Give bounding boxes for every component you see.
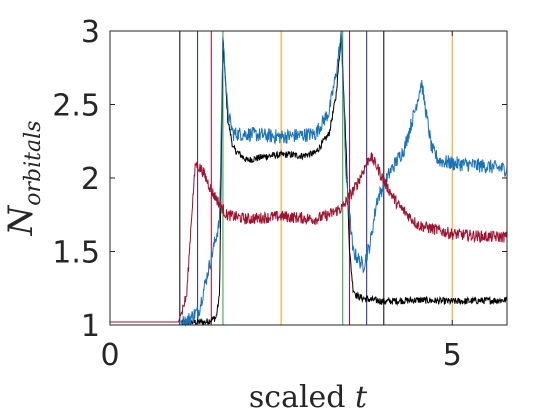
y-axis-label: Norbitals (1, 121, 46, 237)
x-tick-label: 5 (443, 338, 462, 373)
y-tick-label: 1.5 (52, 236, 100, 271)
y-axis-ticks: 1 1.5 2 2.5 3 (52, 15, 507, 344)
x-tick-label: 0 (100, 338, 119, 373)
y-tick-label: 3 (81, 15, 100, 50)
plot-background (110, 31, 507, 325)
series-group (110, 30, 508, 327)
y-tick-label: 2 (81, 162, 100, 197)
series-line-2 (110, 152, 508, 323)
y-tick-label: 1 (81, 309, 100, 344)
x-axis-label: scaled t (249, 380, 368, 415)
y-tick-label: 2.5 (52, 89, 100, 124)
